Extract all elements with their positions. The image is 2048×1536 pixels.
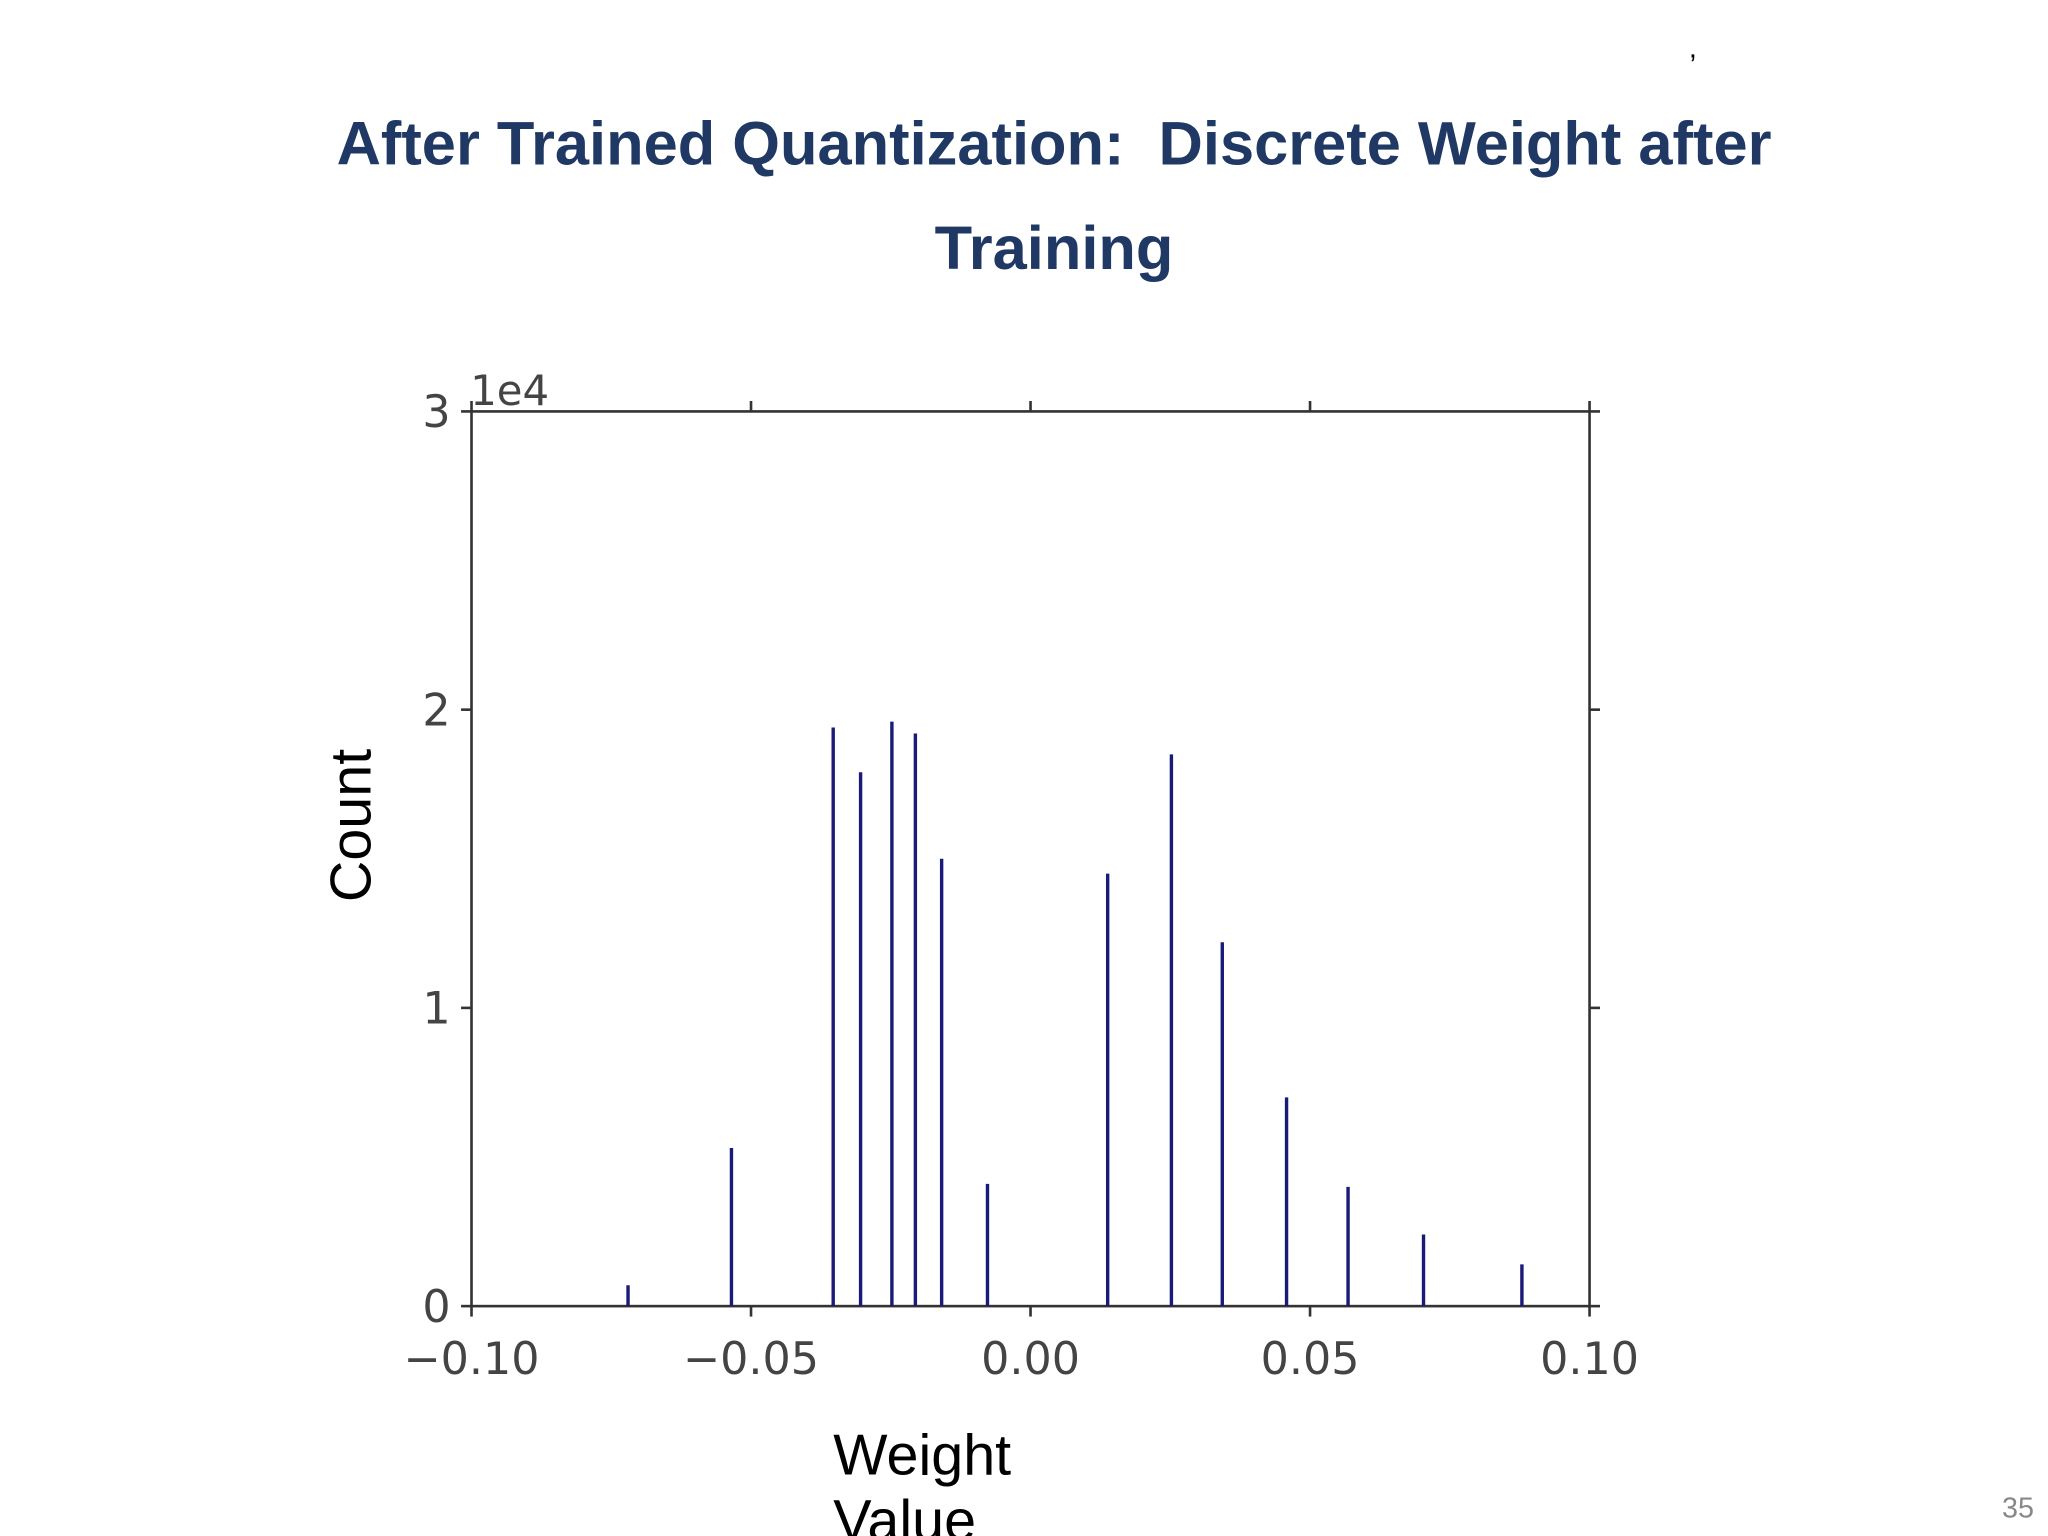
x-tick-label: 0.10 [1540, 1334, 1639, 1385]
plot-frame [470, 410, 1591, 1308]
y-tick-label: 0 [422, 1282, 450, 1333]
x-tick-label: −0.05 [683, 1334, 819, 1385]
x-tick-label: 0.00 [981, 1334, 1080, 1385]
chart-title: After Trained Quantization: Discrete Wei… [336, 108, 1789, 283]
x-label-container: Weight Value [833, 1423, 1012, 1536]
annotation: , [1689, 32, 1697, 64]
x-tick-label: 0.05 [1261, 1334, 1360, 1385]
y-tick-label: 1 [422, 984, 450, 1035]
y-axis-label: Count [319, 749, 383, 902]
y-tick-label: 2 [422, 685, 450, 736]
y-tick-label: 3 [422, 387, 450, 438]
y-offset-label: 1e4 [470, 366, 549, 415]
title-container: After Trained Quantization: Discrete Wei… [336, 108, 1789, 283]
x-axis-label: Weight Value [833, 1423, 1012, 1536]
x-tick-label: −0.10 [403, 1334, 539, 1385]
page-number: 35 [2002, 1493, 2034, 1525]
